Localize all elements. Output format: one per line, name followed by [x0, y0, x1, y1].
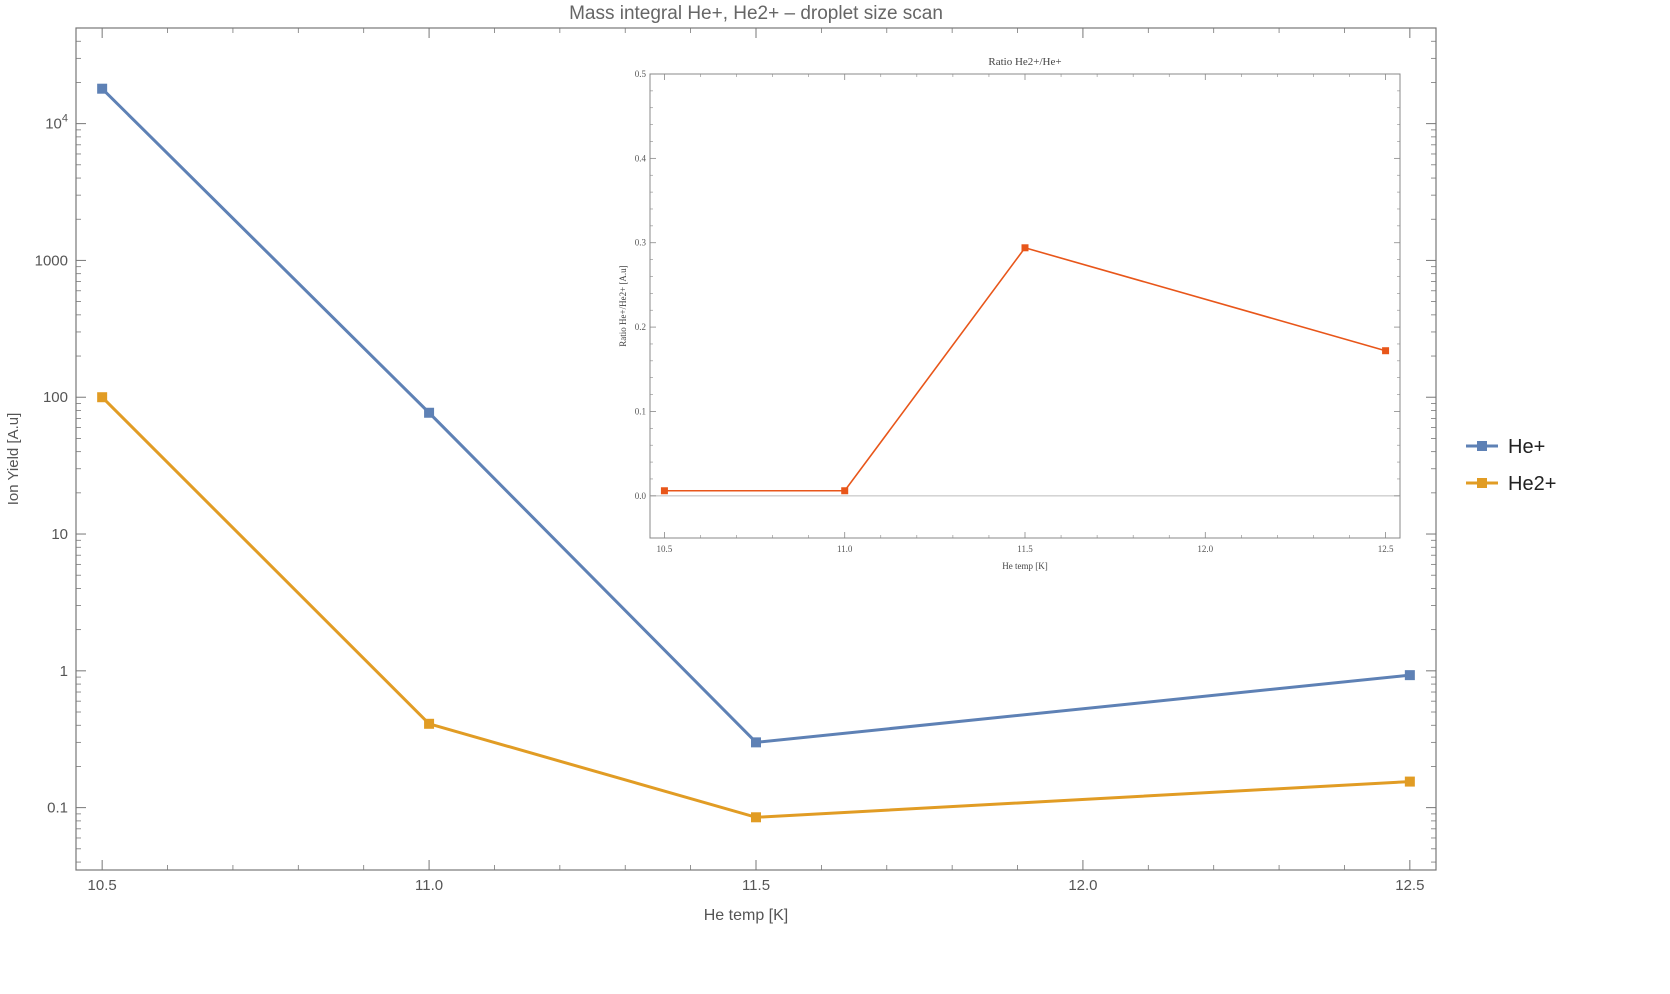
inset-y-tick-label: 0.5 — [635, 69, 647, 79]
x-axis-label: He temp [K] — [704, 907, 788, 924]
y-tick-label-base: 1 — [60, 663, 68, 680]
data-point — [1404, 670, 1415, 681]
inset-y-tick-label: 0.0 — [635, 491, 647, 501]
inset-y-tick-label: 0.3 — [635, 238, 647, 248]
legend-marker — [1477, 441, 1487, 451]
y-tick-label: 104 — [45, 113, 68, 133]
x-tick-label: 12.5 — [1395, 877, 1424, 894]
series-line-he2plus — [101, 396, 1410, 819]
y-tick-label: 1000 — [35, 252, 68, 269]
data-point — [97, 83, 108, 94]
inset-x-tick-label: 11.5 — [1017, 544, 1033, 554]
legend-label: He2+ — [1508, 473, 1556, 495]
inset-y-tick-label: 0.1 — [635, 406, 646, 416]
y-tick-label: 100 — [43, 389, 68, 406]
inset-x-tick-label: 12.5 — [1378, 544, 1394, 554]
y-tick-label-base: 100 — [43, 389, 68, 406]
inset-data-point — [841, 487, 849, 495]
inset-chart-title: Ratio He2+/He+ — [988, 56, 1061, 68]
inset-series-line — [664, 246, 1386, 492]
y-axis-label: Ion Yield [A.u] — [5, 413, 22, 506]
inset-y-tick-label: 0.4 — [635, 153, 647, 163]
inset-plot-frame — [649, 73, 1401, 539]
inset-x-tick-label: 10.5 — [657, 544, 673, 554]
data-point — [97, 392, 108, 403]
legend-marker — [1477, 478, 1487, 488]
inset-data-point — [1021, 244, 1029, 252]
y-tick-label-exponent: 4 — [62, 113, 68, 125]
data-point — [751, 812, 761, 823]
inset-data-point — [1382, 347, 1390, 355]
y-tick-label-base: 0.1 — [47, 800, 68, 817]
y-tick-label-base: 1000 — [35, 252, 68, 269]
data-point — [424, 718, 435, 729]
data-point — [1404, 776, 1415, 787]
inset-y-tick-label: 0.2 — [635, 322, 646, 332]
data-point — [424, 407, 435, 418]
x-tick-label: 11.5 — [742, 877, 770, 894]
y-tick-label: 0.1 — [47, 800, 68, 817]
x-tick-label: 12.0 — [1068, 877, 1097, 894]
inset-data-point — [660, 487, 668, 495]
series-line-heplus — [101, 87, 1410, 744]
y-tick-label-base: 10 — [51, 526, 68, 543]
inset-x-axis-label: He temp [K] — [1002, 561, 1047, 571]
y-tick-label: 1 — [60, 663, 68, 680]
main-chart-title: Mass integral He+, He2+ – droplet size s… — [569, 3, 943, 24]
x-tick-label: 11.0 — [415, 877, 443, 894]
data-point — [751, 737, 761, 748]
legend-label: He+ — [1508, 436, 1545, 458]
inset-x-tick-label: 11.0 — [837, 544, 853, 554]
inset-x-tick-label: 12.0 — [1197, 544, 1213, 554]
inset-y-axis-label: Ratio He+/He2+ [A.u] — [618, 265, 628, 346]
y-tick-label: 10 — [51, 526, 68, 543]
x-tick-label: 10.5 — [88, 877, 117, 894]
y-tick-label-base: 10 — [45, 116, 62, 133]
